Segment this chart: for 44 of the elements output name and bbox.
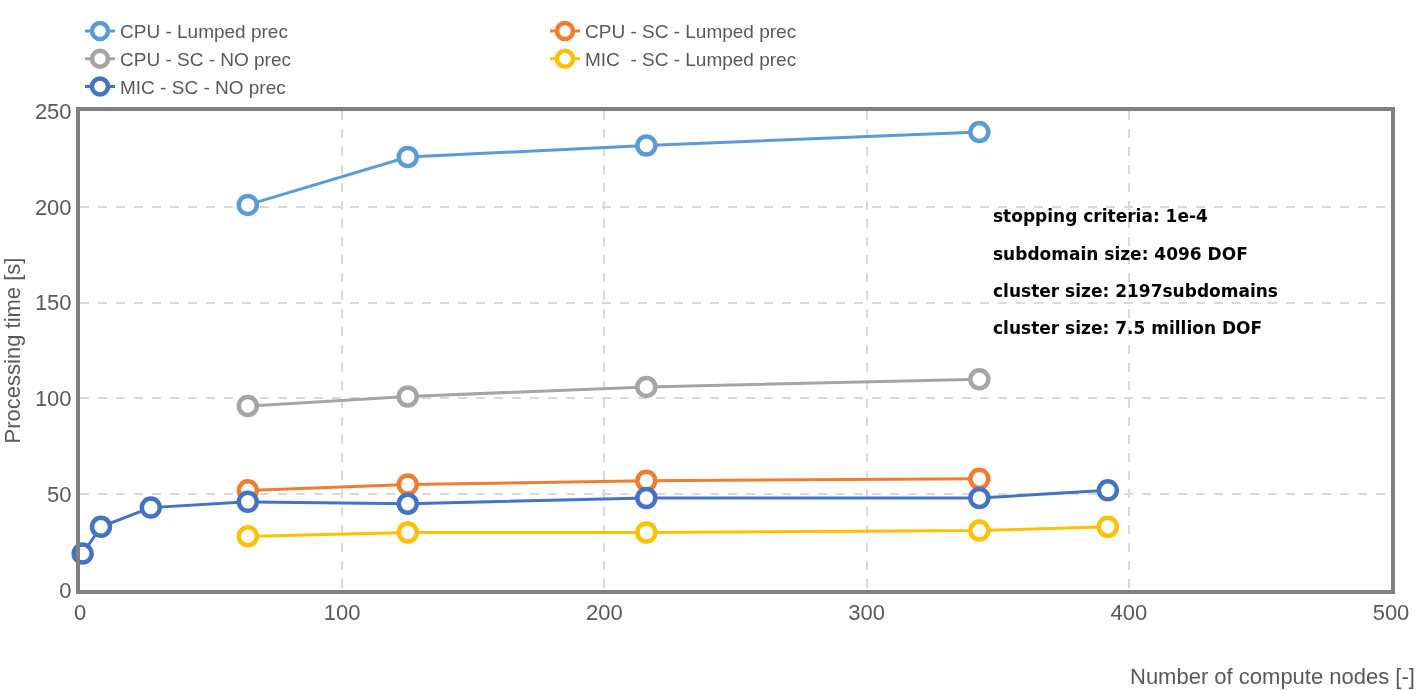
point [968,367,991,391]
point [89,515,113,539]
y-tick-label: 150 [34,290,72,316]
point [236,193,260,217]
x-tick-label: 300 [848,600,885,626]
point [396,145,419,169]
legend-label: MIC - SC - Lumped prec [585,49,797,71]
point [139,496,163,519]
point [968,467,991,491]
point [236,525,260,548]
annotation: cluster size: 2197subdomains [993,281,1278,301]
point [635,521,658,544]
point [396,473,419,496]
x-tick-label: 200 [586,600,623,626]
point [1096,479,1120,502]
y-tick-label: 50 [47,481,72,507]
legend-label: CPU - SC - NO prec [120,49,292,71]
point [968,120,991,144]
y-tick-label: 100 [34,386,72,412]
point [236,394,260,418]
y-tick-label: 0 [59,577,72,603]
point [968,519,991,542]
point [968,486,991,510]
annotation: subdomain size: 4096 DOF [993,244,1248,264]
legend-label: CPU - Lumped prec [120,21,288,43]
y-tick-label: 200 [34,194,72,220]
point [635,486,658,510]
point [635,375,658,399]
point [396,385,419,408]
legend-label: CPU - SC - Lumped prec [585,21,797,43]
point [396,521,419,544]
annotation: stopping criteria: 1e-4 [993,206,1209,226]
point [635,134,658,157]
point [1096,515,1120,539]
y-axis-title: Processing time [s] [0,257,25,444]
x-tick-label: 100 [323,600,361,626]
point [236,490,260,514]
x-axis-title: Number of compute nodes [-] [1130,664,1415,689]
point [396,492,419,516]
x-tick-label: 500 [1372,600,1410,626]
annotation: cluster size: 7.5 million DOF [993,318,1263,338]
y-tick-label: 250 [34,98,72,124]
legend-label: MIC - SC - NO prec [120,76,286,98]
x-tick-label: 400 [1110,600,1148,626]
